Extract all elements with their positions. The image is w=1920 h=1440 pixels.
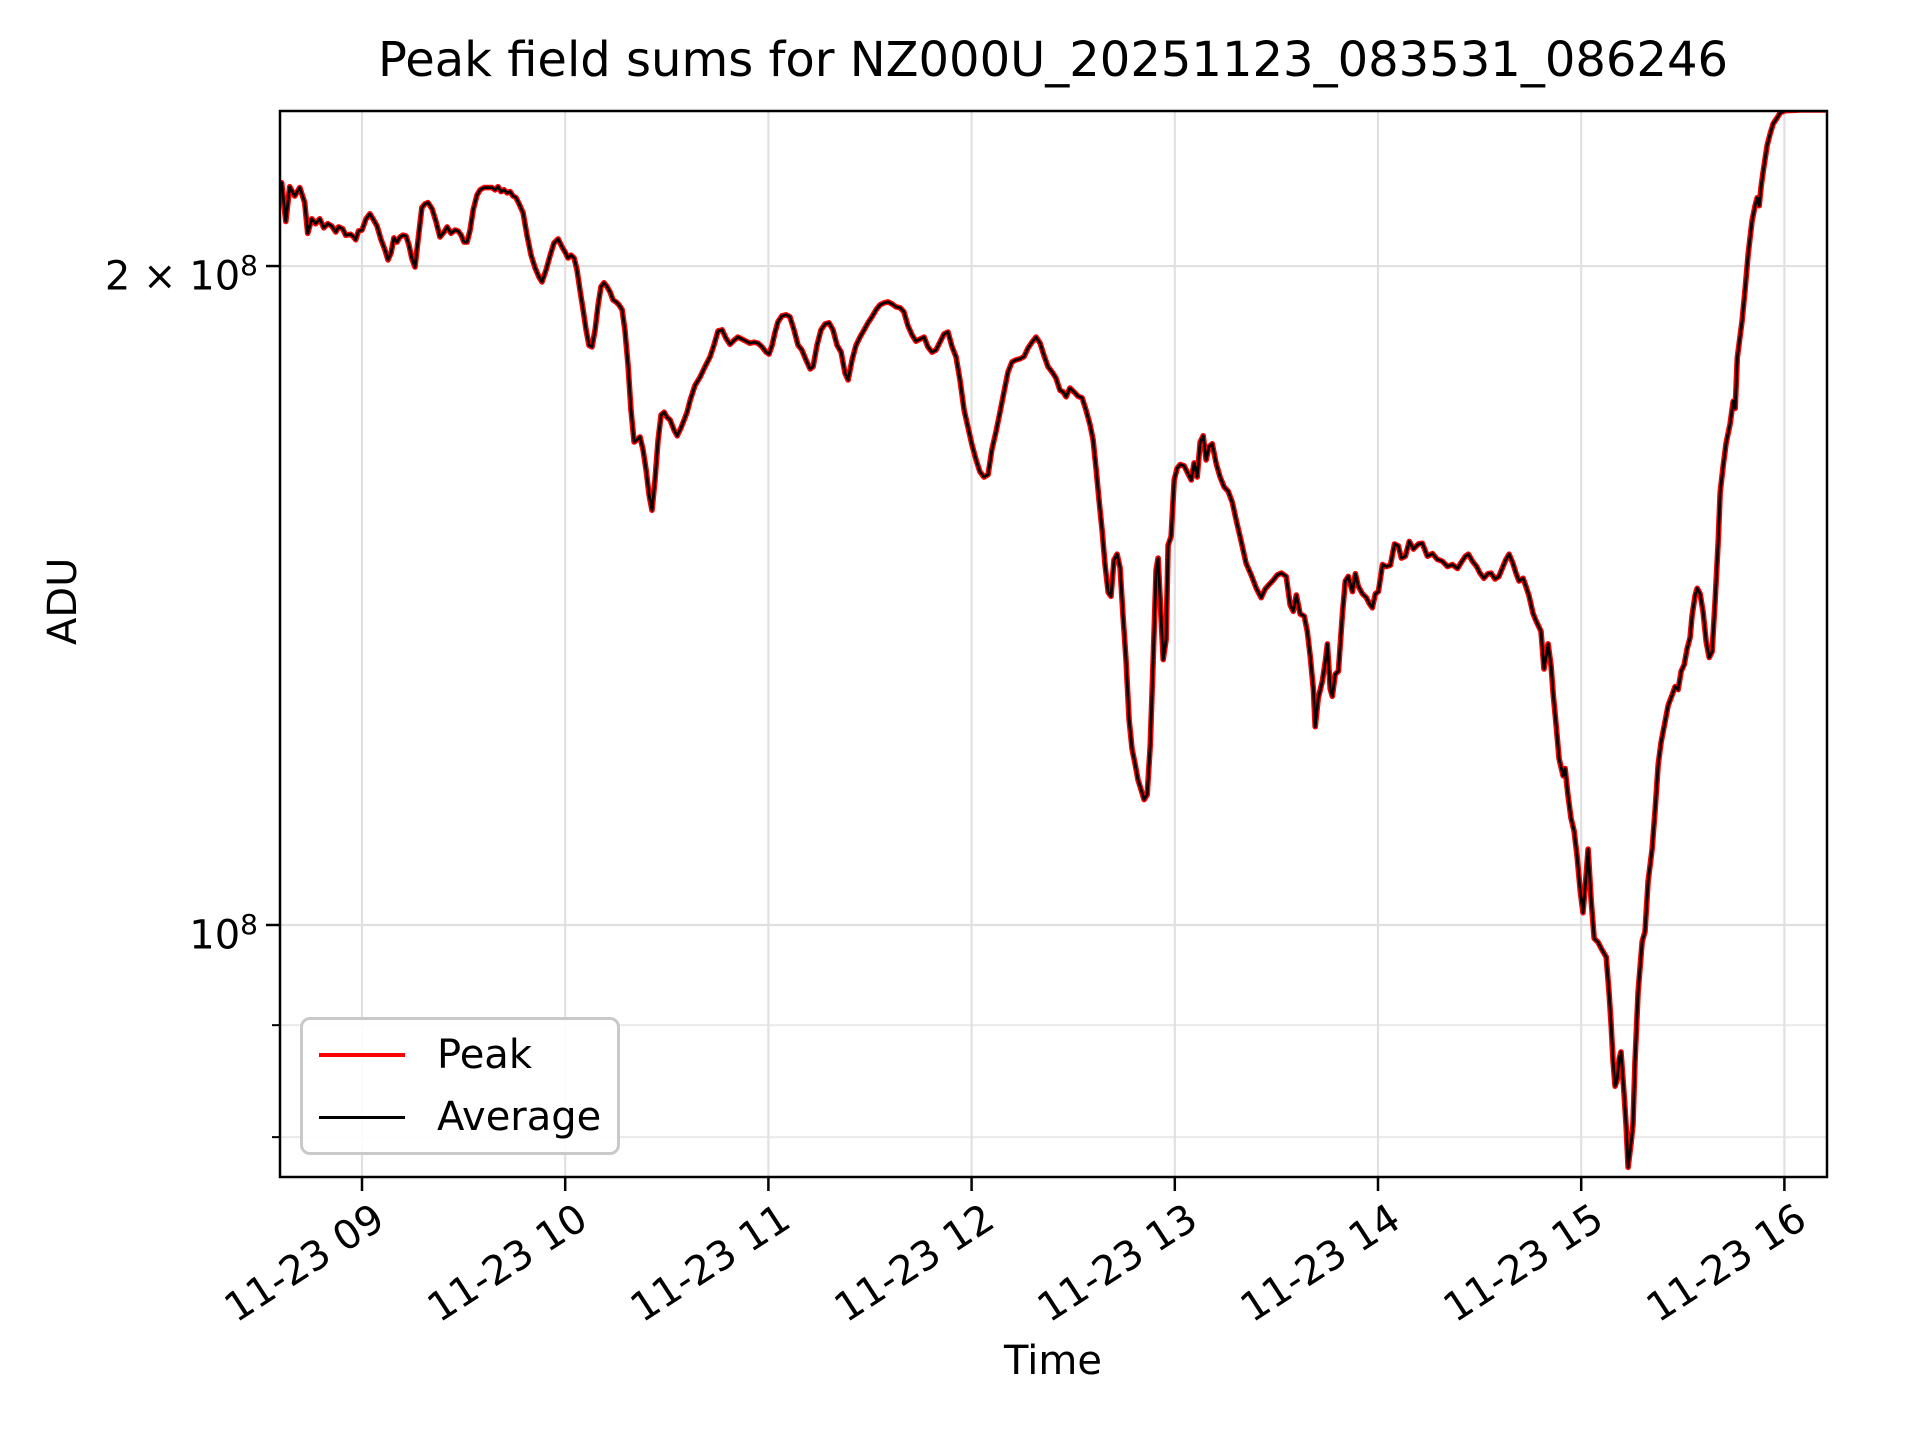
y-tick-label: 108 xyxy=(189,908,258,959)
legend-label-average: Average xyxy=(437,1094,602,1140)
axes-spines xyxy=(278,109,1829,1179)
y-tick-label: 2 × 108 xyxy=(104,249,258,300)
axis-tick-marks xyxy=(266,264,1786,1191)
peak-line-sample xyxy=(319,1053,405,1057)
legend-item-average: Average xyxy=(319,1093,601,1141)
legend: Peak Average xyxy=(300,1017,620,1155)
peak-line xyxy=(280,111,1827,1171)
chart-title: Peak field sums for NZ000U_20251123_0835… xyxy=(377,32,1729,88)
legend-item-peak: Peak xyxy=(319,1031,601,1079)
legend-label-peak: Peak xyxy=(437,1032,532,1078)
x-axis-label: Time xyxy=(1004,1338,1102,1384)
average-line-sample xyxy=(319,1115,405,1119)
average-line xyxy=(280,111,1827,1169)
grid-major-lines xyxy=(280,111,1827,1177)
